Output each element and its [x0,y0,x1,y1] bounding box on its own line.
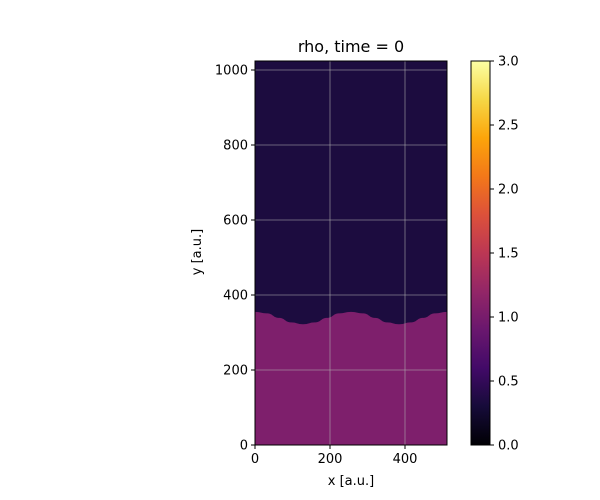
chart-title: rho, time = 0 [298,37,404,56]
colorbar-tick-label: 2.5 [498,119,519,134]
y-tick-label: 200 [223,364,248,379]
y-tick-label: 600 [223,214,248,229]
x-tick-label: 200 [318,452,343,467]
y-axis: 0 200 400 600 800 1000 [215,64,255,454]
colorbar-tick-label: 0.5 [498,375,519,390]
y-tick-label: 400 [223,289,248,304]
plot-area [254,60,448,446]
x-axis-label: x [a.u.] [328,474,374,489]
plot-frame [254,60,448,446]
colorbar-gradient [470,60,491,446]
y-tick-label: 800 [223,139,248,154]
x-axis: 0 200 400 [251,445,418,467]
x-tick-label: 400 [393,452,418,467]
y-axis-label: y [a.u.] [190,229,205,275]
x-tick-label: 0 [251,452,259,467]
colorbar-tick-label: 3.0 [498,55,519,70]
colorbar: 0.0 0.5 1.0 1.5 2.0 2.5 3.0 [470,55,519,454]
region-heavy-fluid [255,311,447,445]
colorbar-tick-label: 1.0 [498,311,519,326]
y-tick-label: 1000 [215,64,248,79]
colorbar-tick-label: 0.0 [498,439,519,454]
colorbar-tick-label: 1.5 [498,247,519,262]
y-tick-label: 0 [240,439,248,454]
colorbar-tick-label: 2.0 [498,183,519,198]
